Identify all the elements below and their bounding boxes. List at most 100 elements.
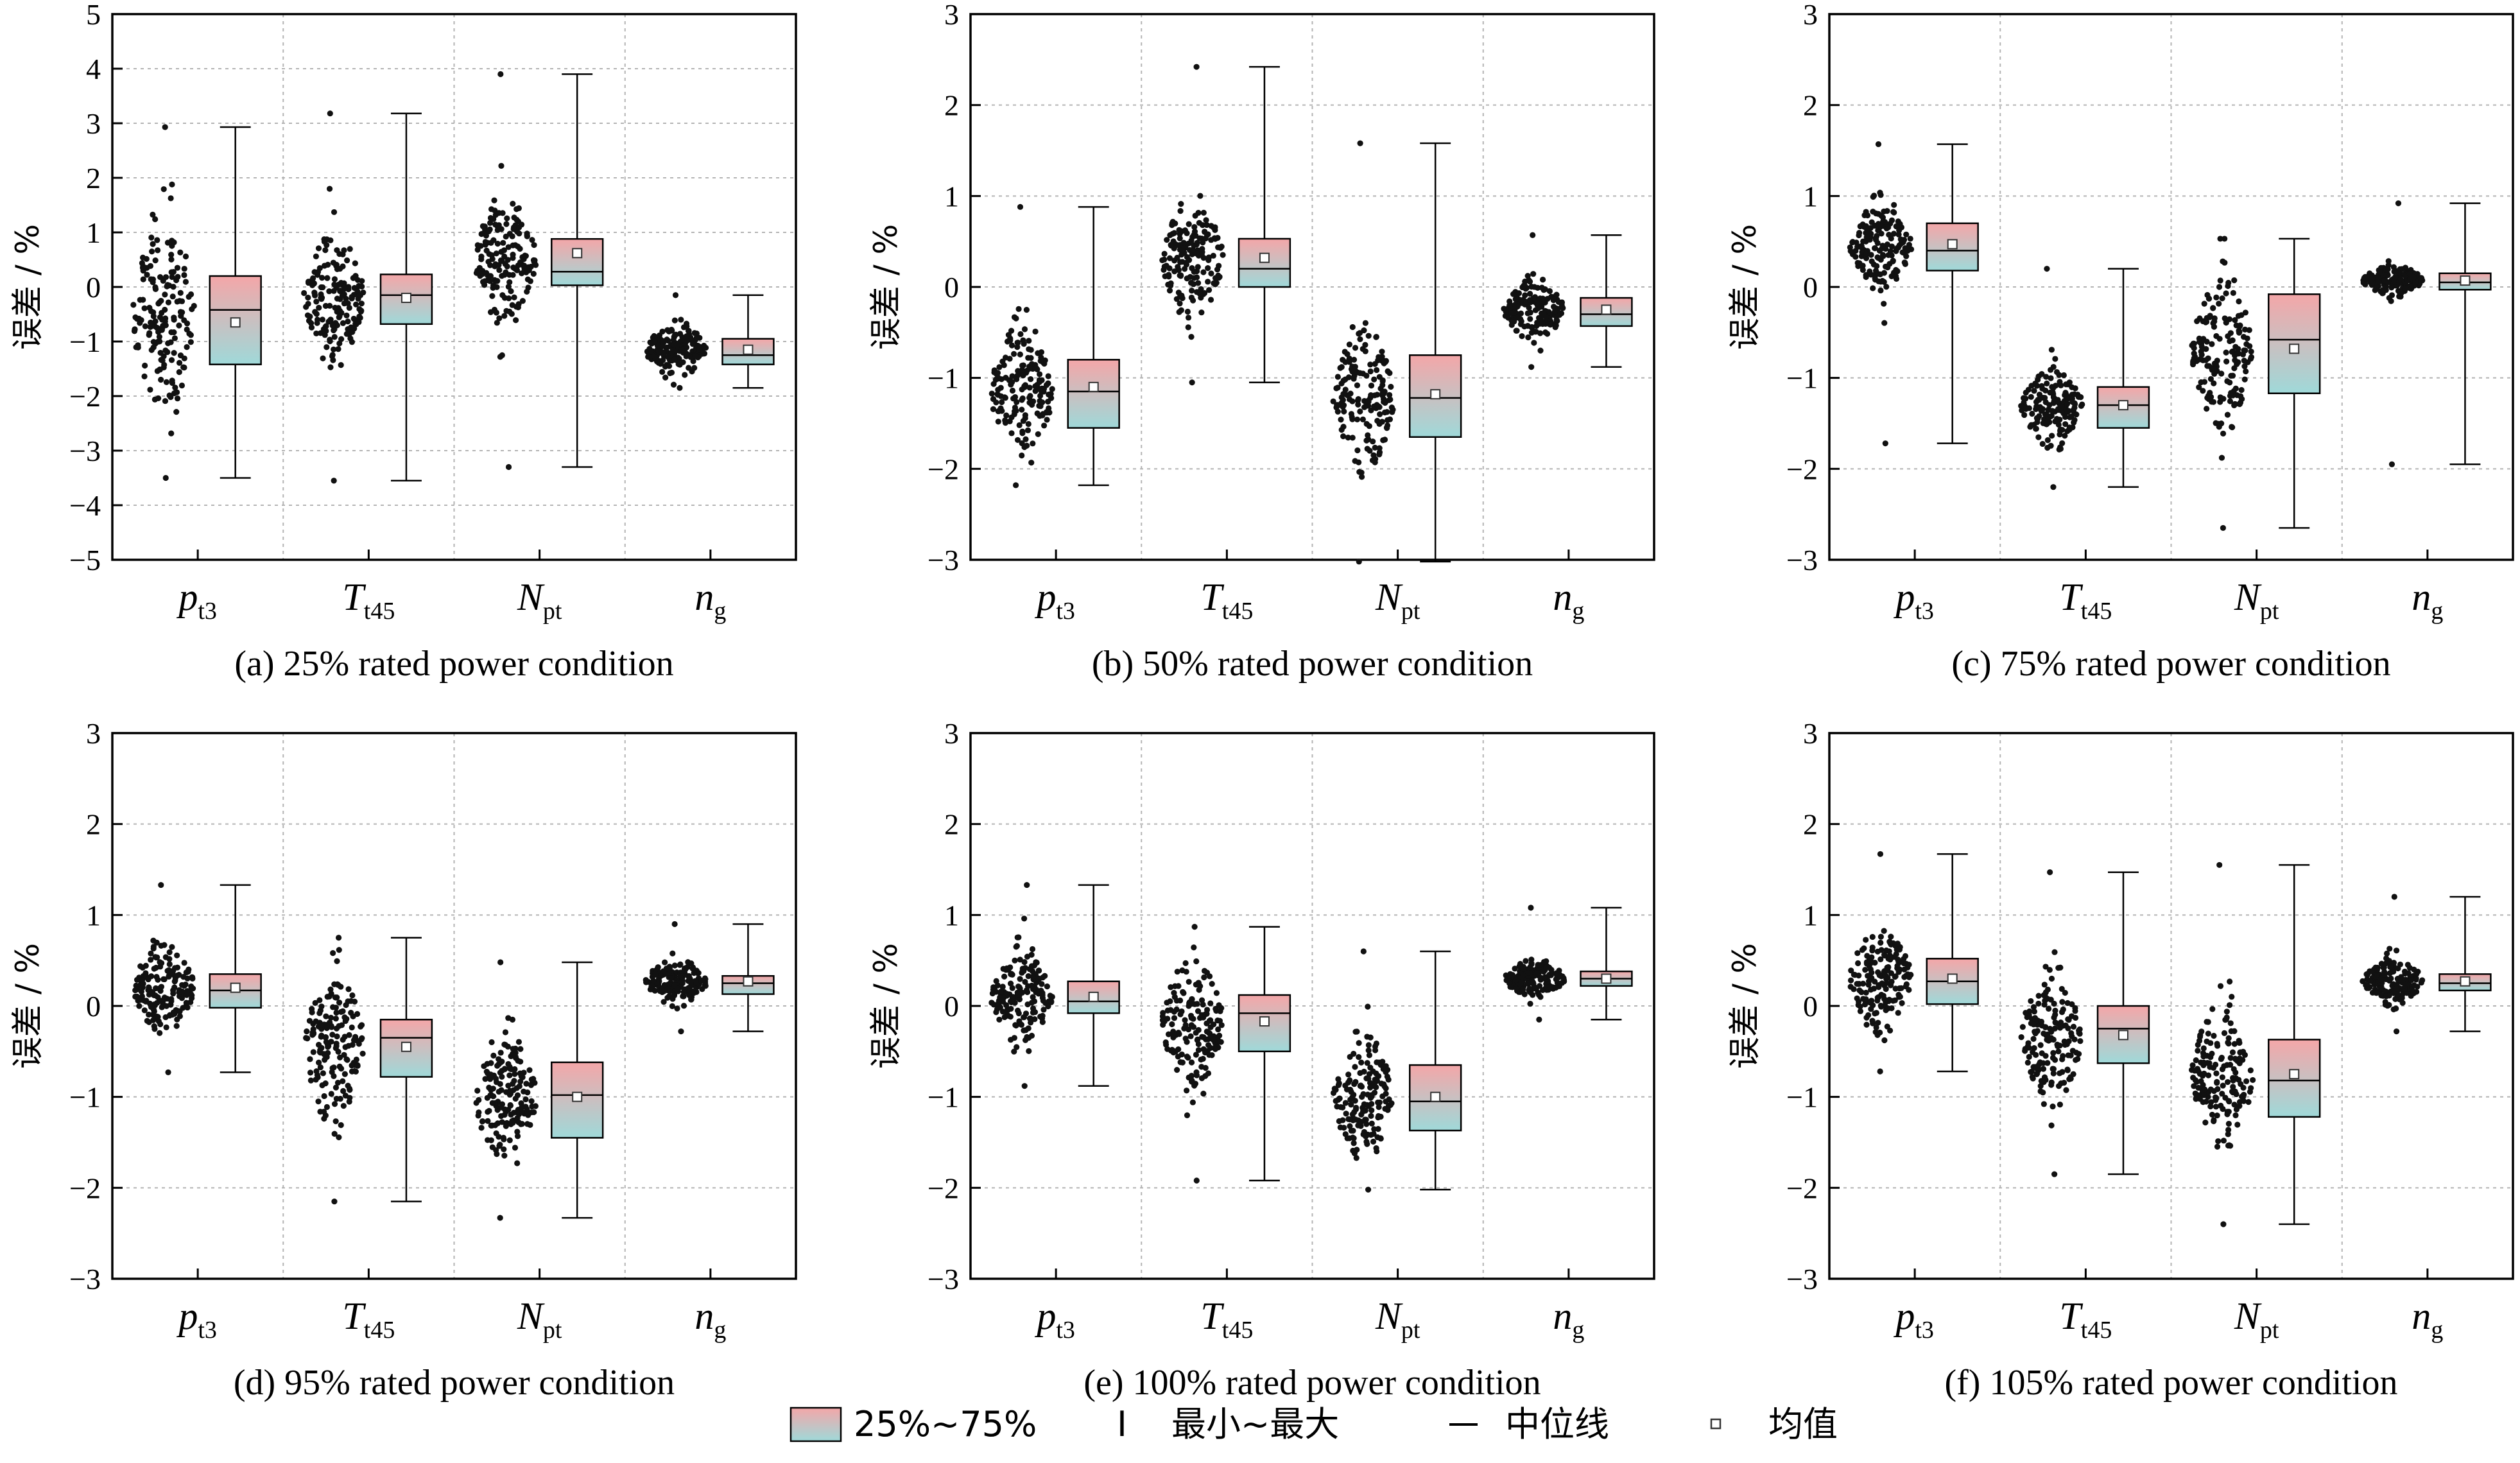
- scatter-point: [1365, 1047, 1372, 1053]
- scatter-point: [1367, 1034, 1374, 1041]
- scatter-point: [2397, 961, 2403, 968]
- scatter-point: [1870, 285, 1876, 291]
- scatter-point: [1201, 974, 1207, 981]
- scatter-point: [2207, 376, 2214, 383]
- category-symbol: T: [2059, 1295, 2083, 1337]
- y-tick-label: 2: [86, 808, 101, 841]
- scatter-point: [2404, 962, 2411, 968]
- scatter-point: [2047, 869, 2053, 876]
- scatter-point: [344, 257, 350, 264]
- scatter-point: [1880, 218, 1886, 225]
- scatter-point: [2196, 335, 2202, 342]
- scatter-point: [1021, 915, 1028, 922]
- scatter-point: [150, 338, 157, 345]
- scatter-point: [1356, 469, 1363, 475]
- scatter-point: [1374, 392, 1381, 398]
- scatter-point: [2224, 411, 2231, 418]
- scatter-point: [327, 302, 333, 309]
- scatter-point: [1382, 1105, 1388, 1112]
- scatter-point: [2028, 998, 2034, 1005]
- scatter-point: [1014, 343, 1021, 351]
- scatter-point: [668, 975, 675, 982]
- scatter-point: [1868, 969, 1875, 976]
- scatter-point: [1194, 1001, 1200, 1007]
- scatter-point: [482, 239, 488, 245]
- scatter-point: [2381, 277, 2388, 284]
- scatter-point: [1030, 994, 1036, 1000]
- scatter-point: [1877, 1068, 1883, 1075]
- scatter-point: [1345, 1071, 1352, 1078]
- scatter-point: [2019, 407, 2025, 413]
- scatter-point: [1526, 304, 1532, 311]
- scatter-point: [1160, 1021, 1166, 1028]
- scatter-point: [662, 959, 668, 965]
- scatter-point: [1876, 972, 1883, 978]
- scatter-point: [1365, 432, 1371, 438]
- scatter-point: [1008, 1037, 1014, 1043]
- scatter-point: [656, 350, 662, 356]
- scatter-point: [1184, 1087, 1190, 1094]
- scatter-point: [183, 1000, 189, 1006]
- scatter-point: [2214, 1086, 2221, 1093]
- scatter-point: [1874, 1032, 1881, 1039]
- scatter-point: [142, 970, 149, 976]
- scatter-point: [1528, 364, 1535, 370]
- scatter-point: [1021, 1027, 1027, 1034]
- scatter-point: [1176, 227, 1182, 233]
- scatter-point: [340, 1036, 346, 1043]
- scatter-point: [1367, 361, 1374, 368]
- scatter-point: [2048, 347, 2055, 353]
- scatter-point: [1177, 1011, 1184, 1017]
- scatter-point: [1044, 983, 1051, 990]
- scatter-point: [1872, 245, 1878, 252]
- scatter-point: [1524, 310, 1531, 316]
- scatter-point: [2208, 399, 2215, 405]
- scatter-point: [2053, 415, 2060, 422]
- mean-marker: [1088, 991, 1099, 1002]
- scatter-point: [1181, 1025, 1187, 1032]
- x-tick-label: Npt: [517, 576, 562, 625]
- y-tick-label: −5: [69, 544, 101, 576]
- scatter-point: [322, 1052, 329, 1058]
- box-group: [1159, 924, 1291, 1184]
- scatter-point: [328, 1039, 334, 1045]
- scatter-point: [1017, 1021, 1024, 1027]
- scatter-point: [1025, 973, 1031, 980]
- scatter-point: [2231, 1041, 2238, 1047]
- scatter-point: [1865, 982, 1872, 988]
- scatter-point: [2213, 1097, 2219, 1104]
- scatter-point: [1897, 236, 1904, 243]
- scatter-point: [146, 1000, 153, 1007]
- scatter-point: [524, 276, 531, 282]
- scatter-point: [1015, 368, 1021, 374]
- scatter-point: [1542, 297, 1548, 303]
- scatter-point: [1899, 1000, 1905, 1007]
- scatter-point: [1200, 1034, 1207, 1041]
- scatter-point: [333, 1025, 340, 1032]
- scatter-point: [148, 950, 154, 957]
- scatter-point: [170, 991, 177, 997]
- scatter-point: [1512, 296, 1519, 302]
- scatter-point: [2221, 1030, 2228, 1036]
- scatter-point: [514, 1133, 521, 1139]
- plot-frame: [1828, 13, 2514, 561]
- scatter-point: [323, 323, 329, 329]
- scatter-point: [1349, 398, 1356, 404]
- y-tick-label: 2: [944, 89, 959, 122]
- scatter-point: [498, 162, 505, 169]
- scatter-point: [2390, 264, 2397, 270]
- scatter-point: [2041, 1101, 2047, 1107]
- scatter-point: [2053, 368, 2060, 376]
- scatter-point: [1023, 307, 1030, 313]
- scatter-point: [1022, 978, 1028, 985]
- scatter-point: [1863, 996, 1869, 1003]
- scatter-point: [1188, 238, 1195, 244]
- scatter-point: [1881, 951, 1888, 958]
- scatter-point: [516, 1083, 522, 1089]
- scatter-point: [171, 965, 178, 971]
- scatter-point: [2050, 1036, 2057, 1043]
- scatter-point: [175, 273, 181, 280]
- scatter-point: [1012, 394, 1019, 401]
- scatter-point: [181, 960, 187, 966]
